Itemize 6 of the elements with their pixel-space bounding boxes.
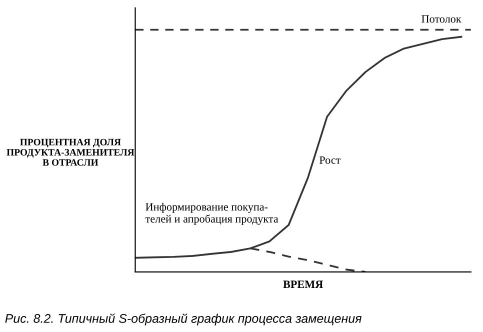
ref-line-label: Потолок bbox=[422, 15, 462, 23]
annotation: Рост bbox=[319, 156, 341, 164]
text: Рис. 8.2. Типичный S-образный график процесса замещения bbox=[5, 314, 362, 326]
annotation: Информирование покупа- телей и апробация продукта bbox=[145, 202, 278, 225]
x-axis-title: ВРЕМЯ bbox=[283, 280, 323, 288]
y-axis-title: ПРОЦЕНТНАЯ ДОЛЯ ПРОДУКТА-ЗАМЕНИТЕЛЯ В ОТРАСЛИ bbox=[6, 138, 134, 166]
